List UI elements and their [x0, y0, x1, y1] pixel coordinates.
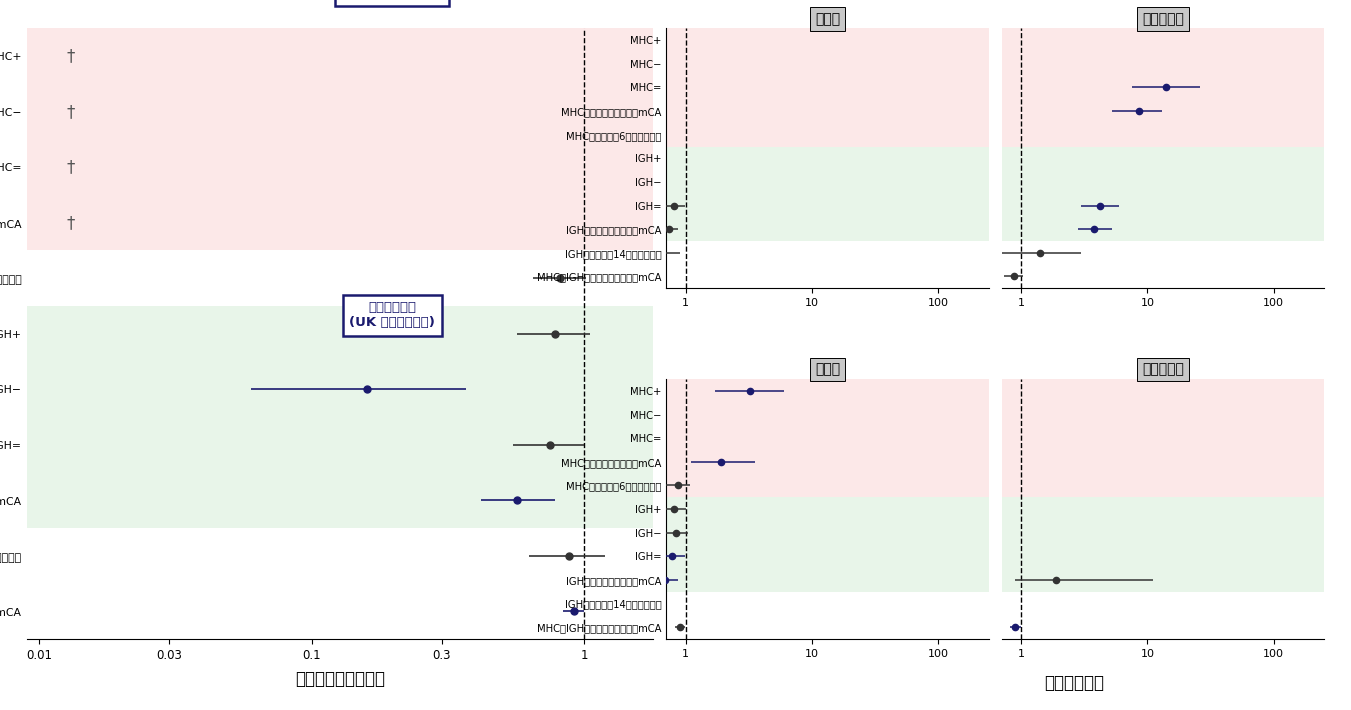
- Text: †: †: [66, 214, 76, 231]
- Bar: [1001, 403, 1324, 427]
- Bar: [666, 497, 989, 521]
- Bar: [1001, 194, 1324, 217]
- X-axis label: 抗体獲得のオッズ比: 抗体獲得のオッズ比: [296, 670, 385, 688]
- Bar: [1001, 76, 1324, 99]
- Bar: [1001, 52, 1324, 76]
- Text: 罹患オッズ比: 罹患オッズ比: [1044, 674, 1104, 692]
- Text: †: †: [66, 47, 76, 65]
- Bar: [1001, 123, 1324, 146]
- Bar: [27, 306, 654, 361]
- Bar: [666, 403, 989, 427]
- Text: †: †: [66, 103, 76, 121]
- Bar: [27, 417, 654, 472]
- Bar: [666, 123, 989, 146]
- Bar: [1001, 427, 1324, 450]
- Text: †: †: [66, 158, 76, 176]
- Bar: [666, 52, 989, 76]
- Bar: [666, 474, 989, 497]
- Bar: [666, 545, 989, 568]
- Bar: [1001, 521, 1324, 545]
- Bar: [27, 361, 654, 417]
- Bar: [666, 76, 989, 99]
- Title: 敗血症: 敗血症: [815, 363, 840, 376]
- Bar: [1001, 497, 1324, 521]
- Bar: [666, 170, 989, 194]
- Bar: [1001, 474, 1324, 497]
- Text: 英国人データ
(UK バイオバンク): 英国人データ (UK バイオバンク): [350, 301, 435, 329]
- Bar: [27, 139, 654, 195]
- Bar: [666, 521, 989, 545]
- Bar: [666, 427, 989, 450]
- Bar: [1001, 545, 1324, 568]
- Title: バセドウ病: バセドウ病: [1142, 363, 1183, 376]
- Bar: [1001, 379, 1324, 403]
- Bar: [1001, 170, 1324, 194]
- Bar: [27, 195, 654, 251]
- Bar: [1001, 217, 1324, 241]
- Bar: [666, 28, 989, 52]
- Bar: [666, 450, 989, 474]
- Bar: [666, 146, 989, 170]
- Bar: [1001, 450, 1324, 474]
- Bar: [1001, 99, 1324, 123]
- Bar: [27, 84, 654, 139]
- Title: 敗血症: 敗血症: [815, 12, 840, 26]
- Bar: [27, 472, 654, 528]
- Title: バセドウ病: バセドウ病: [1142, 12, 1183, 26]
- Bar: [27, 28, 654, 84]
- Bar: [666, 99, 989, 123]
- Bar: [666, 379, 989, 403]
- Bar: [666, 217, 989, 241]
- Bar: [666, 194, 989, 217]
- Bar: [1001, 568, 1324, 591]
- Bar: [1001, 28, 1324, 52]
- Bar: [1001, 146, 1324, 170]
- Bar: [666, 568, 989, 591]
